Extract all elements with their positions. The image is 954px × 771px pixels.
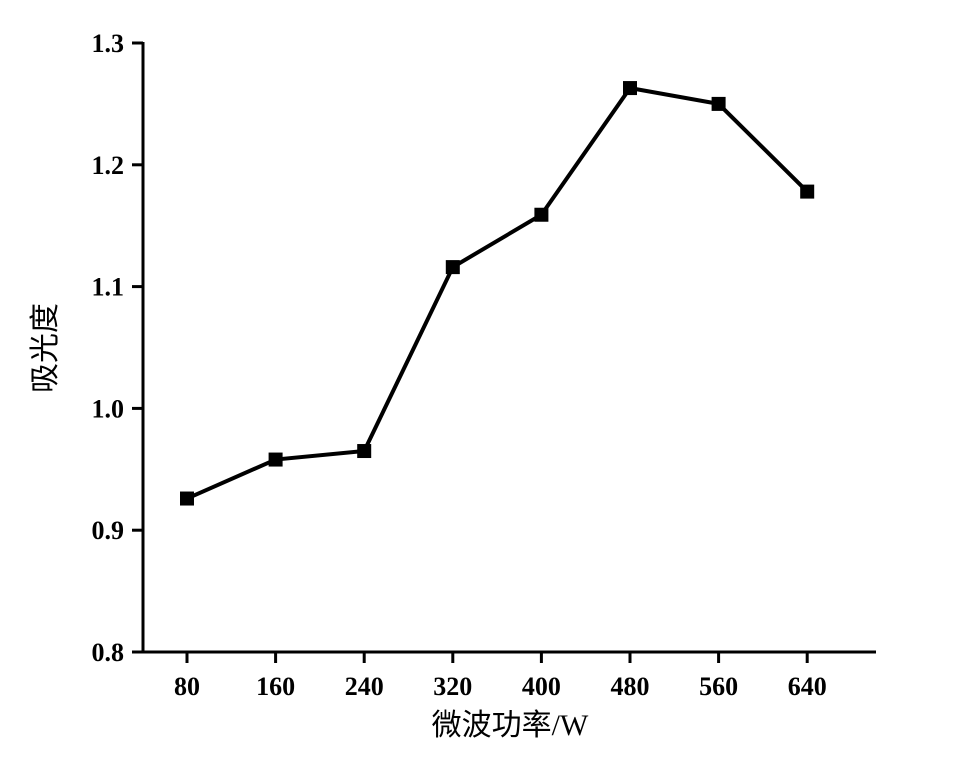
data-point xyxy=(445,260,460,275)
y-tick-label: 1.1 xyxy=(92,273,125,302)
x-tick-label: 320 xyxy=(433,672,472,701)
y-tick-label: 1.3 xyxy=(92,29,125,58)
x-tick-label: 640 xyxy=(788,672,827,701)
x-axis-title: 微波功率/W xyxy=(432,709,589,742)
series-line-group xyxy=(186,85,809,501)
x-tick-label: 80 xyxy=(174,672,200,701)
axes xyxy=(141,42,876,654)
data-point xyxy=(357,444,372,459)
x-tick-label: 240 xyxy=(345,672,384,701)
y-tick-label: 1.0 xyxy=(92,394,125,423)
x-tick-label: 560 xyxy=(699,672,738,701)
y-tick-label: 0.9 xyxy=(92,516,125,545)
y-axis-title: 吸光度 xyxy=(29,303,62,393)
y-tick-label: 0.8 xyxy=(92,638,125,667)
x-tick-label: 400 xyxy=(522,672,561,701)
x-axis-ticks: 80 160 240 320 400 480 560 640 xyxy=(174,652,827,701)
data-point xyxy=(623,81,637,96)
series-line xyxy=(186,85,809,501)
data-point xyxy=(268,452,283,467)
y-tick-label: 1.2 xyxy=(92,151,125,180)
x-tick-label: 480 xyxy=(611,672,650,701)
y-axis-ticks: 0.8 0.9 1.0 1.1 1.2 1.3 xyxy=(92,29,143,667)
data-point xyxy=(180,491,194,506)
data-point xyxy=(711,96,726,111)
data-point xyxy=(800,184,815,199)
data-point xyxy=(534,207,549,222)
x-tick-label: 160 xyxy=(256,672,295,701)
data-markers xyxy=(180,81,815,506)
